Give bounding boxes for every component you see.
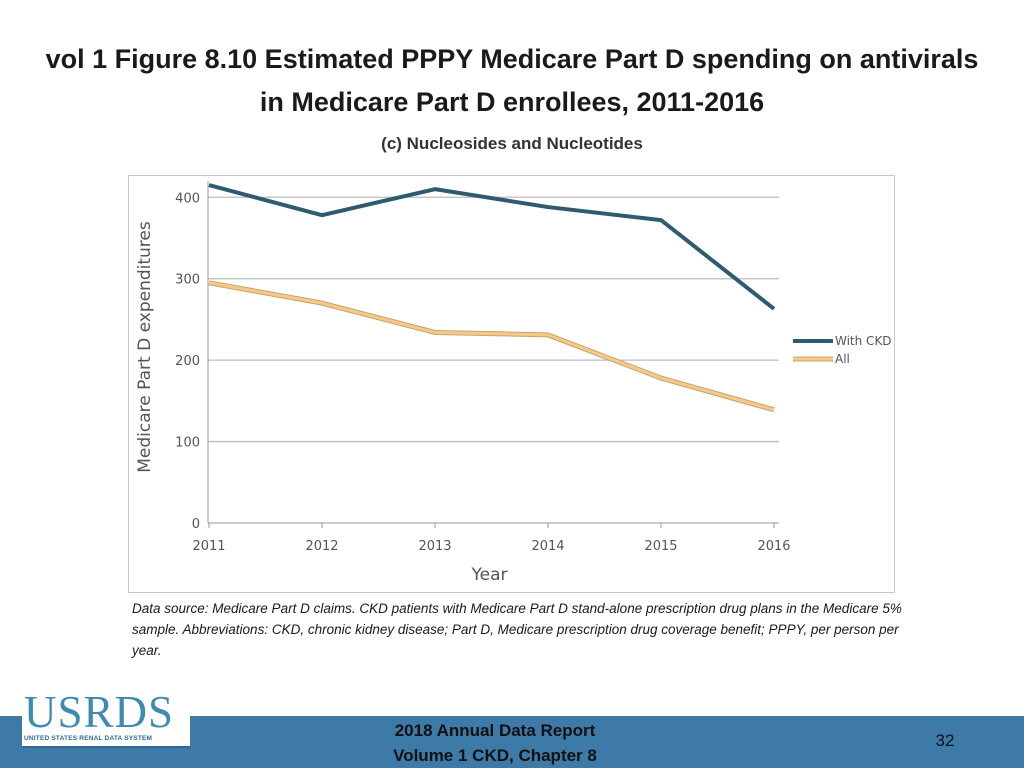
x-tick-label-2016: 2016: [757, 539, 790, 554]
legend-label-all: All: [835, 352, 850, 366]
footer-line-2: Volume 1 CKD, Chapter 8: [393, 746, 597, 765]
y-tick-label-300: 300: [175, 273, 200, 288]
logo-text: USRDS: [24, 687, 175, 737]
y-tick-label-400: 400: [175, 191, 200, 206]
x-tick-label-2011: 2011: [192, 539, 225, 554]
x-tick-label-2015: 2015: [644, 539, 677, 554]
footer-text: 2018 Annual Data Report Volume 1 CKD, Ch…: [300, 718, 690, 768]
line-chart: 0 100 200 300 400 2011 2012 2013 2014 2015 2016 Yea…: [135, 181, 892, 585]
series-line-with-ckd: [208, 183, 776, 311]
page-number: 32: [935, 731, 955, 750]
x-tick-label-2012: 2012: [305, 539, 338, 554]
data-source-caption: Data source: Medicare Part D claims. CKD…: [132, 601, 902, 658]
y-tick-label-0: 0: [192, 517, 200, 532]
chart-subtitle: (c) Nucleosides and Nucleotides: [381, 134, 643, 153]
x-tick-label-2014: 2014: [531, 539, 564, 554]
chart-frame: 0 100 200 300 400 2011 2012 2013 2014 2015 2016 Yea…: [128, 175, 895, 593]
logo-subtext: UNITED STATES RENAL DATA SYSTEM: [24, 735, 153, 742]
series-line-all: [208, 281, 775, 412]
x-tick-label-2013: 2013: [418, 539, 451, 554]
legend-label-with-ckd: With CKD: [835, 334, 892, 348]
y-tick-label-200: 200: [175, 354, 200, 369]
x-axis-title: Year: [471, 565, 508, 585]
slide-title: vol 1 Figure 8.10 Estimated PPPY Medicar…: [45, 44, 979, 117]
series-line-outline-all: [208, 280, 775, 413]
footer-line-1: 2018 Annual Data Report: [394, 721, 596, 740]
usrds-logo: USRDS UNITED STATES RENAL DATA SYSTEM: [22, 687, 190, 748]
y-tick-label-100: 100: [175, 436, 200, 451]
y-axis-title: Medicare Part D expenditures: [135, 221, 155, 473]
